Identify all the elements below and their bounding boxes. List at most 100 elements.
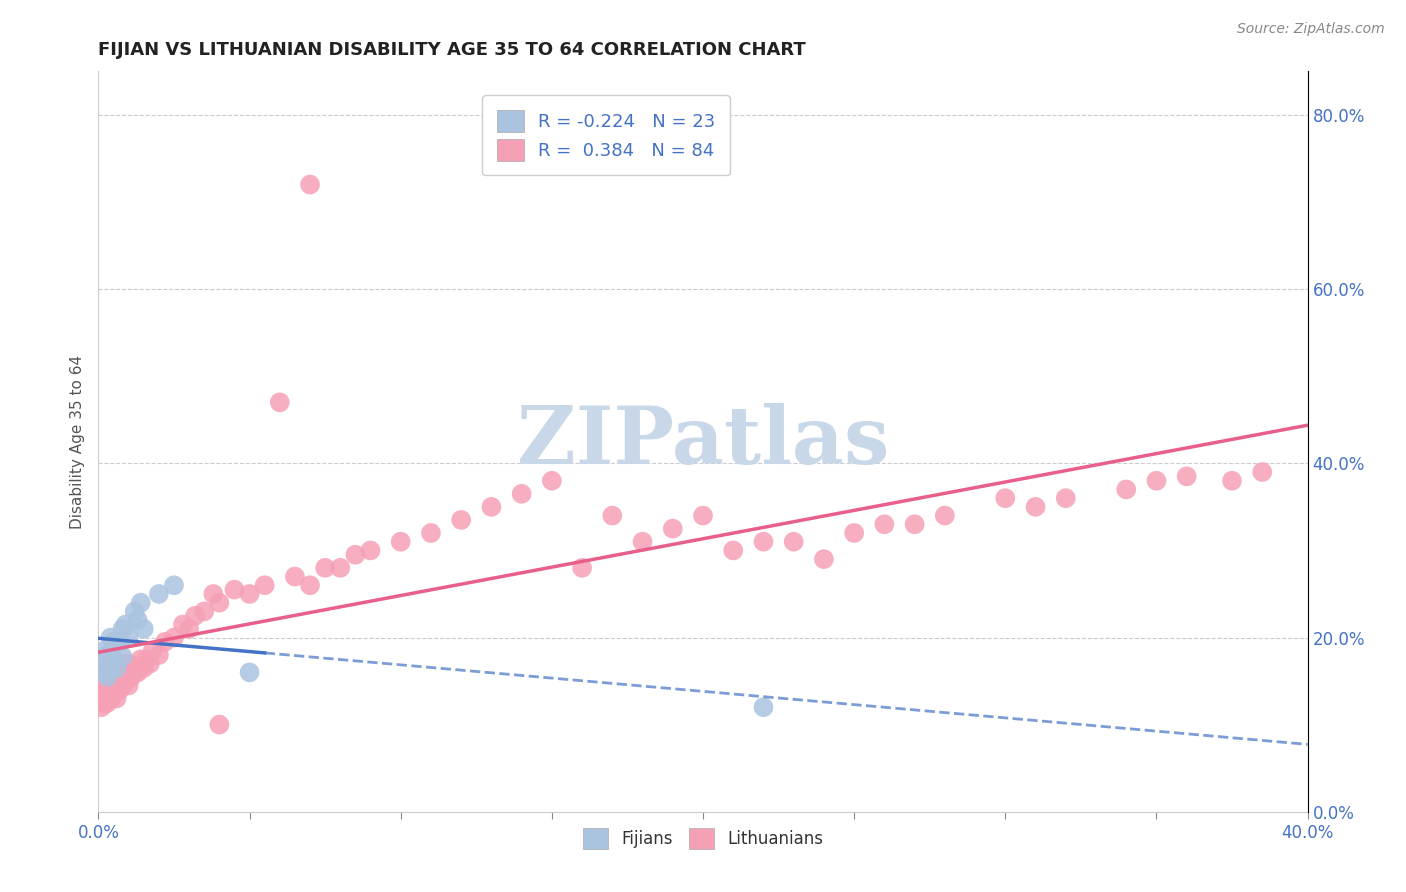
Point [103,674,125,689]
Text: Source: ZipAtlas.com: Source: ZipAtlas.com [1237,22,1385,37]
Point [450,513,472,527]
Point [118,678,141,692]
Point [1220,474,1243,488]
Point [752,534,775,549]
Point [602,508,624,523]
Point [111,622,134,636]
Point [692,508,714,523]
Point [1144,474,1167,488]
Point [873,517,896,532]
Point [132,661,155,675]
Point [127,613,149,627]
Point [142,643,165,657]
Point [129,596,152,610]
Y-axis label: Disability Age 35 to 64: Disability Age 35 to 64 [69,354,84,529]
Point [105,661,128,675]
Point [360,543,382,558]
Point [100,631,122,645]
Point [904,517,927,532]
Point [163,631,186,645]
Point [96,670,118,684]
Point [114,674,136,689]
Point [93,665,115,680]
Point [108,661,131,675]
Point [108,682,131,697]
Point [172,617,194,632]
Point [994,491,1017,505]
Point [783,534,806,549]
Point [752,700,775,714]
Point [239,665,262,680]
Point [631,534,654,549]
Point [208,596,231,610]
Point [540,474,562,488]
Point [100,691,122,706]
Point [344,548,367,562]
Point [420,526,443,541]
Point [135,652,157,666]
Text: ZIPatlas: ZIPatlas [517,402,889,481]
Point [108,635,131,649]
Point [723,543,745,558]
Point [121,670,143,684]
Point [90,670,112,684]
Point [314,561,336,575]
Point [111,661,134,675]
Point [329,561,352,575]
Point [111,649,134,664]
Point [93,682,115,697]
Point [1054,491,1077,505]
Point [114,617,136,632]
Point [124,661,146,675]
Point [100,661,122,675]
Legend: Fijians, Lithuanians: Fijians, Lithuanians [576,822,830,855]
Point [163,578,186,592]
Point [239,587,262,601]
Point [389,534,412,549]
Point [284,569,307,583]
Point [132,622,155,636]
Point [299,578,322,592]
Point [193,604,215,618]
Point [105,661,128,675]
Point [90,682,112,697]
Point [661,522,683,536]
Point [129,652,152,666]
Point [93,661,115,675]
Point [481,500,503,514]
Point [124,604,146,618]
Point [253,578,276,592]
Point [148,587,170,601]
Point [1175,469,1198,483]
Point [202,587,225,601]
Point [148,648,170,662]
Point [510,487,533,501]
Point [813,552,835,566]
Point [114,657,136,671]
Text: FIJIAN VS LITHUANIAN DISABILITY AGE 35 TO 64 CORRELATION CHART: FIJIAN VS LITHUANIAN DISABILITY AGE 35 T… [98,41,806,59]
Point [100,678,122,692]
Point [153,635,176,649]
Point [208,717,231,731]
Point [93,696,115,710]
Point [96,696,118,710]
Point [299,178,322,192]
Point [96,682,118,697]
Point [105,674,128,689]
Point [269,395,291,409]
Point [118,631,141,645]
Point [96,648,118,662]
Point [844,526,866,541]
Point [1024,500,1046,514]
Point [105,691,128,706]
Point [93,670,115,684]
Point [100,661,122,675]
Point [139,657,162,671]
Point [179,622,201,636]
Point [96,661,118,675]
Point [111,678,134,692]
Point [103,687,125,701]
Point [90,700,112,714]
Point [103,661,125,675]
Point [571,561,593,575]
